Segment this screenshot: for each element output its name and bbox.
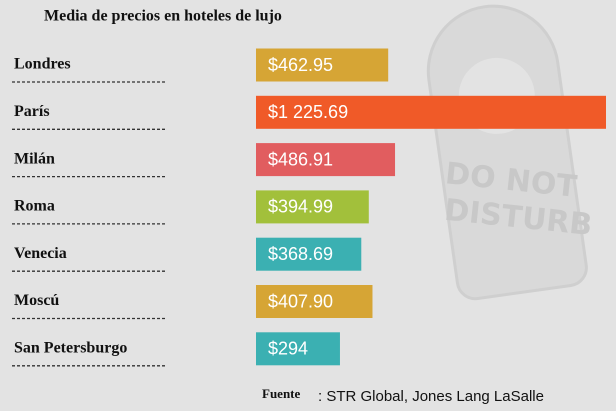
category-label: Roma — [14, 198, 55, 215]
source: : STR Global, Jones Lang LaSalle — [318, 388, 544, 405]
bar — [256, 48, 389, 82]
bar — [256, 95, 606, 129]
value-label: $407.90 — [268, 291, 333, 311]
value-label: $462.95 — [268, 55, 333, 75]
category-label: Milán — [14, 150, 55, 167]
category-label: Venecia — [14, 245, 67, 262]
value-label: $486.91 — [268, 149, 333, 169]
value-label: $294 — [268, 339, 308, 359]
bar — [256, 190, 369, 224]
do-not-disturb-sign: DO NOT DISTURB — [426, 4, 594, 301]
value-label: $394.99 — [268, 197, 333, 217]
category-label: San Petersburgo — [14, 339, 127, 356]
bar — [256, 332, 340, 366]
bar — [256, 143, 396, 177]
source-label: Fuente — [262, 386, 301, 401]
chart-title: Media de precios en hoteles de lujo — [44, 8, 282, 25]
value-label: $1 225.69 — [268, 102, 348, 122]
category-label: París — [14, 103, 50, 120]
bar — [256, 237, 362, 271]
category-label: Moscú — [14, 292, 59, 309]
bar — [256, 285, 373, 318]
value-label: $368.69 — [268, 244, 333, 264]
category-label: Londres — [14, 56, 71, 73]
